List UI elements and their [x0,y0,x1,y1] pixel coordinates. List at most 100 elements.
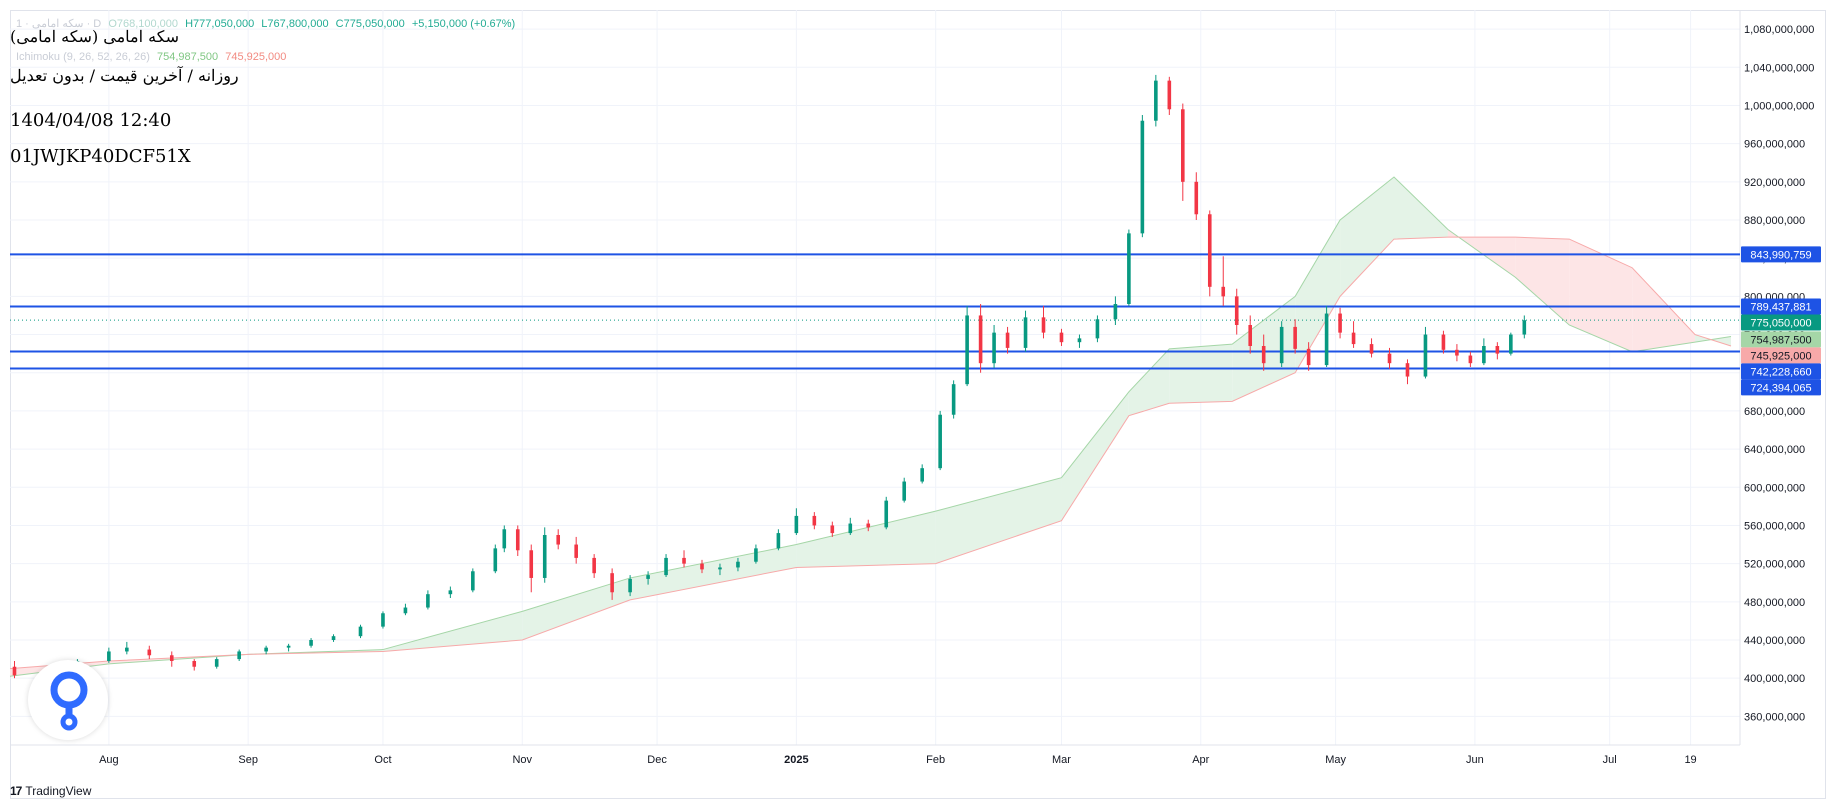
candle-body [592,557,596,574]
cloud-segment [1169,344,1233,404]
candle-body [1127,233,1131,304]
candle-body [1207,214,1212,287]
x-tick-label: Oct [374,754,391,766]
horizontal-lines [10,253,1740,370]
y-tick-label: 640,000,000 [1744,444,1805,456]
candle-body [848,523,853,534]
candle-body [754,548,758,562]
span-a-value: 754,987,500 [156,51,219,63]
snapshot-code: 01JWJKP40DCF51X [10,146,191,167]
candle-body [951,384,956,415]
price-label-text: 742,228,660 [1750,366,1811,378]
candle-body [1248,325,1253,346]
y-tick-label: 560,000,000 [1744,520,1805,532]
candle-body [1234,296,1239,325]
ichimoku-cloud [9,176,1732,677]
candle-body [1077,338,1082,343]
high-value: H777,050,000 [185,18,255,30]
cloud-segment [1515,237,1570,325]
chart-frame[interactable] [10,10,1826,799]
candle-body [556,535,561,545]
candle-body [965,315,969,385]
candle-body [992,332,996,364]
tradingview-footer[interactable]: 17 TradingView [10,784,91,798]
ichimoku-label: Ichimoku (9, 26, 52, 26, 26) [16,51,150,63]
candle-body [628,578,632,593]
candle-body [1181,109,1185,182]
instrument-subtitle: روزانه / آخرین قیمت / بدون تعدیل [10,66,239,85]
y-tick-label: 960,000,000 [1744,139,1805,151]
price-label-bg [1741,298,1821,315]
cloud-segment [1295,220,1341,373]
candle-body [169,655,174,661]
cloud-segment [1061,391,1129,521]
candle-body [542,535,547,578]
candle-body [264,647,268,652]
price-label-bg [1741,246,1821,263]
span-a-line [9,176,1732,677]
x-tick-label: Jun [1466,754,1484,766]
candle-body [1509,334,1513,354]
cloud-segment [1128,348,1170,416]
change-value: +5,150,000 (+0.67%) [411,18,516,30]
y-tick-label: 880,000,000 [1744,215,1805,227]
price-label-text: 754,987,500 [1750,334,1811,346]
candle-body [1059,332,1064,343]
cloud-segment [1394,177,1448,240]
x-tick-label: Jul [1603,754,1617,766]
candle-body [1154,80,1158,121]
candle-body [902,481,907,501]
candle-body [1423,334,1428,377]
candle-body [1306,348,1311,366]
x-tick-label: 2025 [784,754,808,766]
candle-body [192,661,197,667]
instrument-title: سکه امامی (سکه امامی) [10,27,179,46]
candle-body [1441,334,1446,350]
tradingview-logo-icon: 17 [10,784,22,798]
candle-body [1495,346,1500,354]
x-tick-label: Sep [238,754,258,766]
candle-body [381,613,385,627]
candle-body [1455,349,1459,356]
candle-body [1221,286,1226,297]
candle-body [1324,313,1329,366]
span-b-line [9,236,1732,670]
candle-body [125,647,129,652]
candle-body [866,523,871,528]
candle-body [776,533,781,549]
candle-body [830,525,835,534]
low-value: L767,800,000 [261,18,329,30]
price-label-text: 789,437,881 [1750,301,1811,313]
candle-body [12,666,17,676]
candle-body [403,607,408,614]
price-label-bg [1741,379,1821,396]
candle-body [1261,346,1266,364]
x-tick-label: Feb [926,754,945,766]
y-tick-label: 400,000,000 [1744,673,1805,685]
price-label-bg [1741,314,1821,331]
candlestick-series [12,74,1527,681]
x-tick-label: Nov [512,754,532,766]
ichimoku-legend[interactable]: Ichimoku (9, 26, 52, 26, 26) 754,987,500… [16,51,286,63]
candle-body [1369,344,1374,354]
price-labels: 843,990,759 789,437,881 775,050,000 754,987… [1741,246,1821,396]
ohlc-legend: 1 · سکه امامی · D O768,100,000 H777,050,… [16,17,515,30]
price-label-bg [1741,347,1821,364]
snapshot-datetime: 1404/04/08 12:40 [10,110,172,131]
y-tick-label: 920,000,000 [1744,177,1805,189]
x-tick-label: Mar [1052,754,1071,766]
logo-icon [50,671,88,731]
x-tick-label: Dec [647,754,667,766]
candle-body [1482,346,1486,364]
broker-logo [28,660,108,740]
price-label-text: 724,394,065 [1750,382,1811,394]
candle-body [1338,313,1342,333]
candle-body [664,557,668,576]
candle-body [646,575,650,579]
candle-body [1041,317,1046,333]
candle-body [794,515,799,534]
candle-body [736,561,740,568]
y-tick-label: 480,000,000 [1744,597,1805,609]
cloud-segment [1569,239,1633,352]
